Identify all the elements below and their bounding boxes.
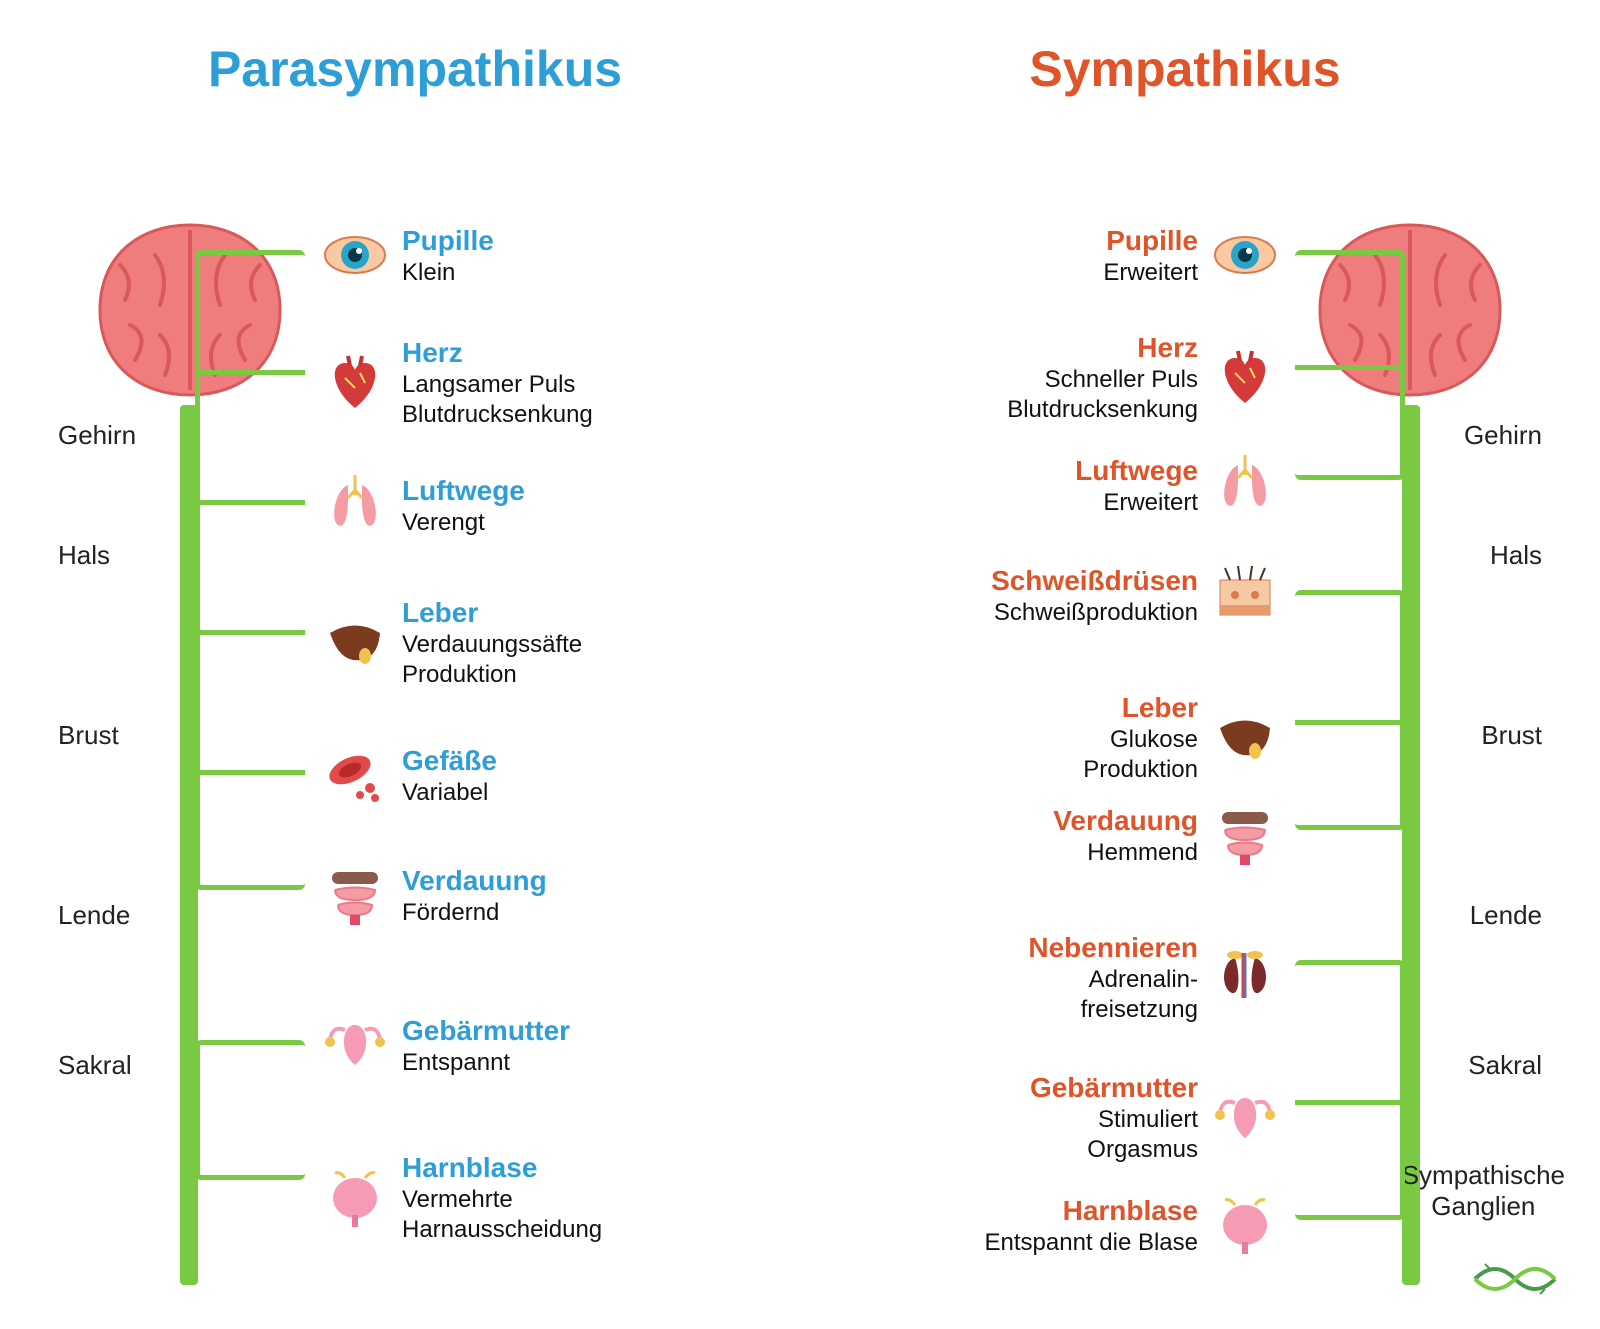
- organ-schwweiss: SchweißdrüsenSchweißproduktion: [991, 560, 1280, 630]
- organ-desc: Schneller Puls Blutdrucksenkung: [1007, 365, 1198, 425]
- organ-title: Gefäße: [402, 743, 497, 778]
- organ-desc: Erweitert: [1103, 258, 1198, 288]
- organ-title: Verdauung: [402, 863, 547, 898]
- connector: [195, 630, 305, 635]
- connector: [1295, 720, 1405, 725]
- organ-desc: Verdauungssäfte Produktion: [402, 630, 582, 690]
- heart-icon: [1210, 343, 1280, 413]
- organ-gefaesse: GefäßeVariabel: [320, 740, 497, 810]
- intestine-icon: [320, 860, 390, 930]
- organ-verdauung: VerdauungFördernd: [320, 860, 547, 930]
- liver-icon: [1210, 703, 1280, 773]
- organ-harnblase-r: HarnblaseEntspannt die Blase: [985, 1190, 1280, 1260]
- organ-leber-r: LeberGlukose Produktion: [1083, 690, 1280, 785]
- organ-gebaermutter-r: GebärmutterStimuliert Orgasmus: [1030, 1070, 1280, 1165]
- spine-label: Gehirn: [58, 420, 136, 451]
- connector: [195, 500, 305, 505]
- organ-verdauung-r: VerdauungHemmend: [1053, 800, 1280, 870]
- organ-title: Herz: [402, 335, 593, 370]
- organ-title: Leber: [1083, 690, 1198, 725]
- connector: [1295, 590, 1405, 830]
- organ-title: Schweißdrüsen: [991, 563, 1198, 598]
- organ-desc: Verengt: [402, 508, 525, 538]
- kidneys-icon: [1210, 943, 1280, 1013]
- organ-title: Leber: [402, 595, 582, 630]
- spine-label: Sakral: [58, 1050, 132, 1081]
- organ-desc: Stimuliert Orgasmus: [1030, 1105, 1198, 1165]
- organ-herz: HerzLangsamer Puls Blutdrucksenkung: [320, 335, 593, 430]
- liver-icon: [320, 608, 390, 678]
- ganglia-label: Sympathische Ganglien: [1402, 1160, 1565, 1222]
- uterus-icon: [320, 1010, 390, 1080]
- organ-pupille: PupilleKlein: [320, 220, 494, 290]
- organ-title: Gebärmutter: [1030, 1070, 1198, 1105]
- lungs-icon: [320, 470, 390, 540]
- organ-gebaermutter: GebärmutterEntspannt: [320, 1010, 570, 1080]
- spine-label: Hals: [58, 540, 110, 571]
- sympathetic-column: Sympathikus Gehirn Hals Brust Lende Sakr…: [800, 40, 1570, 1289]
- connector: [195, 1040, 305, 1180]
- organ-title: Luftwege: [402, 473, 525, 508]
- vessels-icon: [320, 740, 390, 810]
- spine-label: Lende: [1470, 900, 1542, 931]
- connector: [195, 770, 305, 775]
- organ-title: Herz: [1007, 330, 1198, 365]
- organ-title: Harnblase: [402, 1150, 602, 1185]
- uterus-icon: [1210, 1083, 1280, 1153]
- organ-desc: Entspannt die Blase: [985, 1228, 1198, 1258]
- organ-title: Verdauung: [1053, 803, 1198, 838]
- spine-label: Brust: [1481, 720, 1542, 751]
- organ-desc: Adrenalin- freisetzung: [1028, 965, 1198, 1025]
- connector: [1295, 1100, 1405, 1105]
- organ-title: Nebennieren: [1028, 930, 1198, 965]
- organ-title: Pupille: [402, 223, 494, 258]
- organ-desc: Fördernd: [402, 898, 547, 928]
- spine-label: Lende: [58, 900, 130, 931]
- organ-luftwege-r: LuftwegeErweitert: [1075, 450, 1280, 520]
- parasympathetic-column: Parasympathikus Gehirn Hals Brust Lende …: [30, 40, 800, 1289]
- bladder-icon: [320, 1163, 390, 1233]
- connector: [1295, 960, 1405, 1220]
- connector: [195, 250, 305, 890]
- organ-leber: LeberVerdauungssäfte Produktion: [320, 595, 582, 690]
- spine-label: Hals: [1490, 540, 1542, 571]
- organ-harnblase: HarnblaseVermehrte Harnausscheidung: [320, 1150, 602, 1245]
- sympathetic-title: Sympathikus: [800, 40, 1570, 98]
- connector: [195, 370, 305, 375]
- connector: [1295, 365, 1405, 370]
- heart-icon: [320, 348, 390, 418]
- organ-desc: Glukose Produktion: [1083, 725, 1198, 785]
- skin-icon: [1210, 560, 1280, 630]
- eye-icon: [320, 220, 390, 290]
- spine-label: Brust: [58, 720, 119, 751]
- lungs-icon: [1210, 450, 1280, 520]
- organ-nebennieren: NebennierenAdrenalin- freisetzung: [1028, 930, 1280, 1025]
- intestine-icon: [1210, 800, 1280, 870]
- spine-label: Gehirn: [1464, 420, 1542, 451]
- spine-label: Sakral: [1468, 1050, 1542, 1081]
- organ-herz-r: HerzSchneller Puls Blutdrucksenkung: [1007, 330, 1280, 425]
- organ-desc: Hemmend: [1053, 838, 1198, 868]
- organ-desc: Klein: [402, 258, 494, 288]
- parasympathetic-title: Parasympathikus: [30, 40, 800, 98]
- organ-title: Gebärmutter: [402, 1013, 570, 1048]
- organ-desc: Entspannt: [402, 1048, 570, 1078]
- organ-title: Luftwege: [1075, 453, 1198, 488]
- organ-title: Pupille: [1103, 223, 1198, 258]
- organ-desc: Langsamer Puls Blutdrucksenkung: [402, 370, 593, 430]
- brand-logo: [1470, 1254, 1560, 1304]
- organ-desc: Erweitert: [1075, 488, 1198, 518]
- organ-title: Harnblase: [985, 1193, 1198, 1228]
- organ-desc: Schweißproduktion: [991, 598, 1198, 628]
- organ-desc: Variabel: [402, 778, 497, 808]
- organ-desc: Vermehrte Harnausscheidung: [402, 1185, 602, 1245]
- organ-pupille-r: PupilleErweitert: [1103, 220, 1280, 290]
- bladder-icon: [1210, 1190, 1280, 1260]
- eye-icon: [1210, 220, 1280, 290]
- organ-luftwege: LuftwegeVerengt: [320, 470, 525, 540]
